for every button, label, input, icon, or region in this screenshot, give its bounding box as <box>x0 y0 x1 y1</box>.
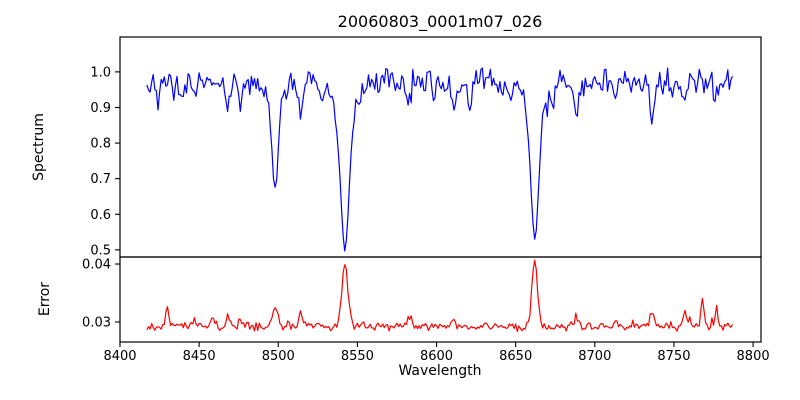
y-axis-label-spectrum: Spectrum <box>31 113 47 181</box>
y-tick-label: 1.0 <box>90 65 111 80</box>
x-tick-label: 8700 <box>578 349 611 364</box>
x-tick-label: 8550 <box>341 349 374 364</box>
error-panel-border <box>119 256 762 343</box>
spectrum-line <box>146 67 734 252</box>
x-axis-label: Wavelength <box>398 363 481 379</box>
x-tick-label: 8800 <box>737 349 770 364</box>
ticks-layer: 8400 8450 8500 8550 8600 8650 8700 8750 88000.50… <box>82 65 770 364</box>
x-tick-label: 8750 <box>657 349 690 364</box>
y-tick-label: 0.9 <box>90 101 111 116</box>
y-tick-label: 0.7 <box>90 172 111 187</box>
spectrum-panel-border <box>119 36 762 258</box>
x-tick-label: 8450 <box>183 349 216 364</box>
x-tick-label: 8650 <box>499 349 532 364</box>
y-tick-label: 0.04 <box>82 258 111 273</box>
x-tick-label: 8500 <box>262 349 295 364</box>
x-tick-label: 8600 <box>420 349 453 364</box>
x-tick-label: 8400 <box>103 349 136 364</box>
y-tick-label: 0.03 <box>82 315 111 330</box>
y-tick-label: 0.6 <box>90 208 111 223</box>
y-tick-label: 0.8 <box>90 137 111 152</box>
plot-title: 20060803_0001m07_026 <box>338 12 543 32</box>
error-line <box>146 259 734 333</box>
y-axis-label-error: Error <box>37 282 53 316</box>
y-tick-label: 0.5 <box>90 243 111 258</box>
series-layer <box>146 67 734 333</box>
